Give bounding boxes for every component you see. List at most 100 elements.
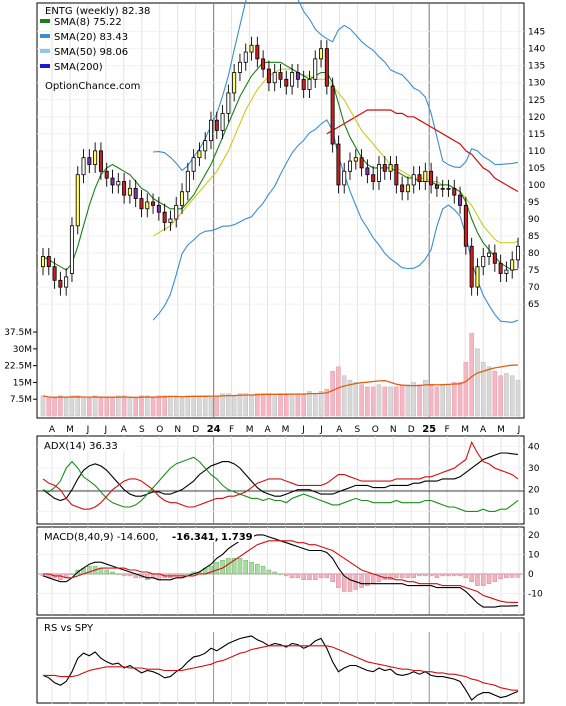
- candle-body: [336, 143, 341, 186]
- x-tick-label: A: [480, 425, 487, 435]
- macd-histogram-bar: [116, 573, 121, 575]
- candle-body: [353, 157, 358, 162]
- volume-bar: [127, 397, 133, 417]
- macd-histogram-bar: [324, 573, 330, 579]
- volume-bar: [353, 382, 359, 417]
- x-tick-label: S: [139, 425, 145, 435]
- macd-histogram-bar: [208, 565, 214, 575]
- volume-bar: [341, 375, 347, 417]
- candle-body: [168, 218, 173, 223]
- volume-bar: [133, 397, 138, 417]
- macd-histogram-bar: [295, 573, 301, 579]
- candle-body: [81, 157, 86, 176]
- macd-label-bg: [40, 529, 254, 542]
- candle-body: [417, 174, 422, 182]
- rs-panel: RS vs SPY: [36, 617, 525, 704]
- volume-bar: [434, 386, 440, 417]
- macd-histogram-bar: [376, 573, 382, 582]
- adx-label-bg: [40, 438, 136, 451]
- candle-body: [185, 170, 190, 193]
- volume-bar: [226, 393, 231, 417]
- volume-bar: [266, 393, 272, 417]
- volume-bar: [347, 379, 353, 417]
- volume-bar: [457, 382, 463, 417]
- macd-histogram-bar: [365, 573, 370, 586]
- candle-body: [452, 187, 457, 196]
- macd-histogram-bar: [440, 573, 445, 577]
- price-grid: [37, 4, 524, 417]
- volume-bar: [469, 332, 474, 417]
- candle-body: [481, 256, 486, 268]
- legend-swatch: [40, 64, 50, 68]
- price-y-tick-label: 105: [528, 164, 545, 174]
- volume-bar: [237, 393, 243, 417]
- legend-label: SMA(20) 83.43: [54, 32, 128, 43]
- candle-body: [110, 177, 115, 186]
- candle-body: [98, 150, 103, 172]
- macd-histogram-bar: [260, 565, 266, 575]
- macd-histogram-bar: [434, 573, 440, 579]
- volume-bar: [324, 388, 330, 417]
- x-tick-label: J: [86, 425, 90, 435]
- candle-body: [423, 170, 428, 182]
- volume-bar: [81, 397, 86, 417]
- indicator-line: [42, 456, 519, 512]
- volume-bar: [231, 395, 237, 417]
- candle-body: [232, 72, 237, 94]
- macd-histogram-bar: [509, 573, 515, 578]
- adx-lines: [42, 440, 519, 512]
- volume-bar: [405, 384, 411, 417]
- candle-body: [214, 119, 219, 131]
- macd-histogram-bar: [504, 573, 509, 579]
- volume-bar: [289, 393, 295, 417]
- x-tick-label: M: [461, 425, 469, 435]
- indicator-line: [42, 452, 519, 502]
- volume-bar: [382, 386, 388, 417]
- candle-body: [504, 269, 509, 274]
- candlesticks: [41, 36, 520, 296]
- adx-label: ADX(14) 36.33: [44, 441, 118, 452]
- candle-body: [382, 164, 387, 172]
- candle-body: [330, 85, 335, 145]
- volume-bar: [202, 395, 208, 417]
- volume-bar: [110, 397, 115, 417]
- volume-bar: [330, 370, 335, 417]
- sma50-line: [326, 109, 519, 193]
- volume-y-tick-label: 15M: [13, 378, 32, 388]
- macd-histogram-bar: [272, 571, 277, 575]
- candle-body: [434, 184, 439, 189]
- macd-histogram-bar: [243, 560, 249, 575]
- candle-body: [516, 245, 520, 261]
- candle-body: [342, 170, 347, 186]
- x-tick-label: M: [66, 425, 74, 435]
- volume-bar: [92, 395, 98, 417]
- candle-body: [429, 170, 434, 186]
- price-y-tick-label: 140: [528, 45, 545, 55]
- volume-bar: [162, 395, 167, 417]
- candle-body: [469, 245, 474, 288]
- macd-histogram-bar: [255, 563, 260, 575]
- volume-bar: [515, 379, 521, 417]
- rs-lines: [42, 635, 519, 701]
- macd-histogram-bar: [388, 573, 393, 581]
- candle-body: [122, 181, 127, 196]
- volume-bar: [220, 393, 225, 417]
- candle-body: [46, 256, 51, 268]
- x-tick-label: O: [156, 425, 163, 435]
- legend-label: SMA(200): [54, 62, 103, 73]
- candle-body: [87, 157, 92, 165]
- x-tick-label: A: [336, 425, 343, 435]
- rs-label-bg: [40, 620, 104, 633]
- sub-y-tick-label: 30: [528, 464, 540, 474]
- candle-body: [58, 279, 63, 288]
- indicator-line: [43, 645, 518, 691]
- candle-body: [400, 184, 405, 193]
- candle-body: [151, 201, 156, 206]
- candle-body: [93, 150, 98, 165]
- volume-bars: [40, 332, 521, 417]
- x-tick-label: J: [104, 425, 108, 435]
- candle-body: [440, 187, 445, 190]
- candle-body: [156, 204, 161, 213]
- watermark: OptionChance.com: [45, 81, 140, 92]
- volume-bar: [359, 384, 364, 417]
